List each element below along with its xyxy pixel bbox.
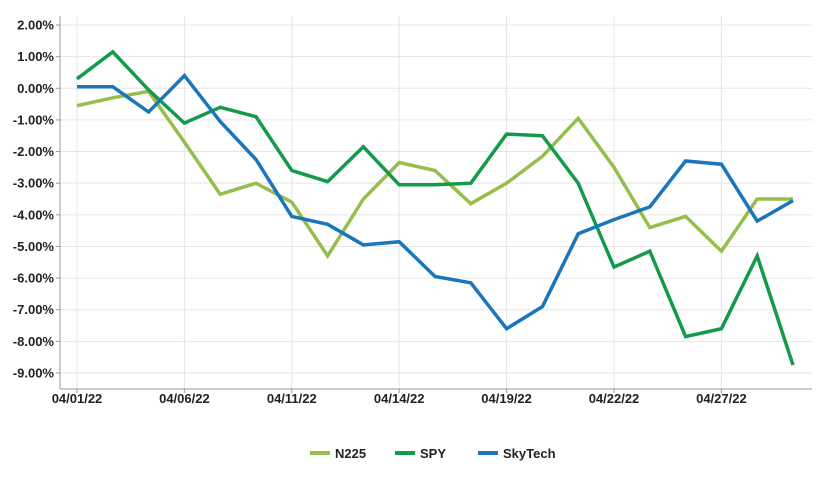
x-tick-label: 04/22/22: [589, 391, 640, 406]
y-tick-label: 2.00%: [17, 18, 54, 33]
x-tick-label: 04/01/22: [52, 391, 103, 406]
x-tick-label: 04/27/22: [696, 391, 747, 406]
legend-item-spy: SPY: [395, 446, 446, 461]
y-tick-label: 1.00%: [17, 49, 54, 64]
axis-layer: 2.00% 1.00% 0.00% -1.00% -2.00% -3.00% -4.00% -…: [13, 16, 812, 406]
series-line-spy: [75, 49, 795, 366]
legend-label-skytech: SkyTech: [503, 446, 556, 461]
x-tick-label: 04/14/22: [374, 391, 425, 406]
series-line-n225: [76, 89, 793, 260]
legend: N225 SPY SkyTech: [310, 446, 556, 461]
x-tick-label: 04/19/22: [481, 391, 532, 406]
series-line-skytech: [77, 72, 794, 332]
legend-item-skytech: SkyTech: [478, 446, 556, 461]
y-tick-label: -1.00%: [13, 112, 55, 127]
y-tick-label: 0.00%: [17, 81, 54, 96]
y-tick-label: -5.00%: [13, 239, 55, 254]
x-tick-label: 04/06/22: [159, 391, 210, 406]
y-tick-label: -9.00%: [13, 366, 55, 381]
legend-label-spy: SPY: [420, 446, 446, 461]
legend-item-n225: N225: [310, 446, 366, 461]
y-tick-label: -6.00%: [13, 271, 55, 286]
series-layer: [75, 49, 795, 366]
legend-label-n225: N225: [335, 446, 366, 461]
y-tick-label: -7.00%: [13, 302, 55, 317]
y-tick-label: -3.00%: [13, 176, 55, 191]
y-tick-label: -4.00%: [13, 207, 55, 222]
y-tick-label: -2.00%: [13, 144, 55, 159]
x-tick-label: 04/11/22: [267, 391, 317, 406]
y-tick-label: -8.00%: [13, 334, 55, 349]
